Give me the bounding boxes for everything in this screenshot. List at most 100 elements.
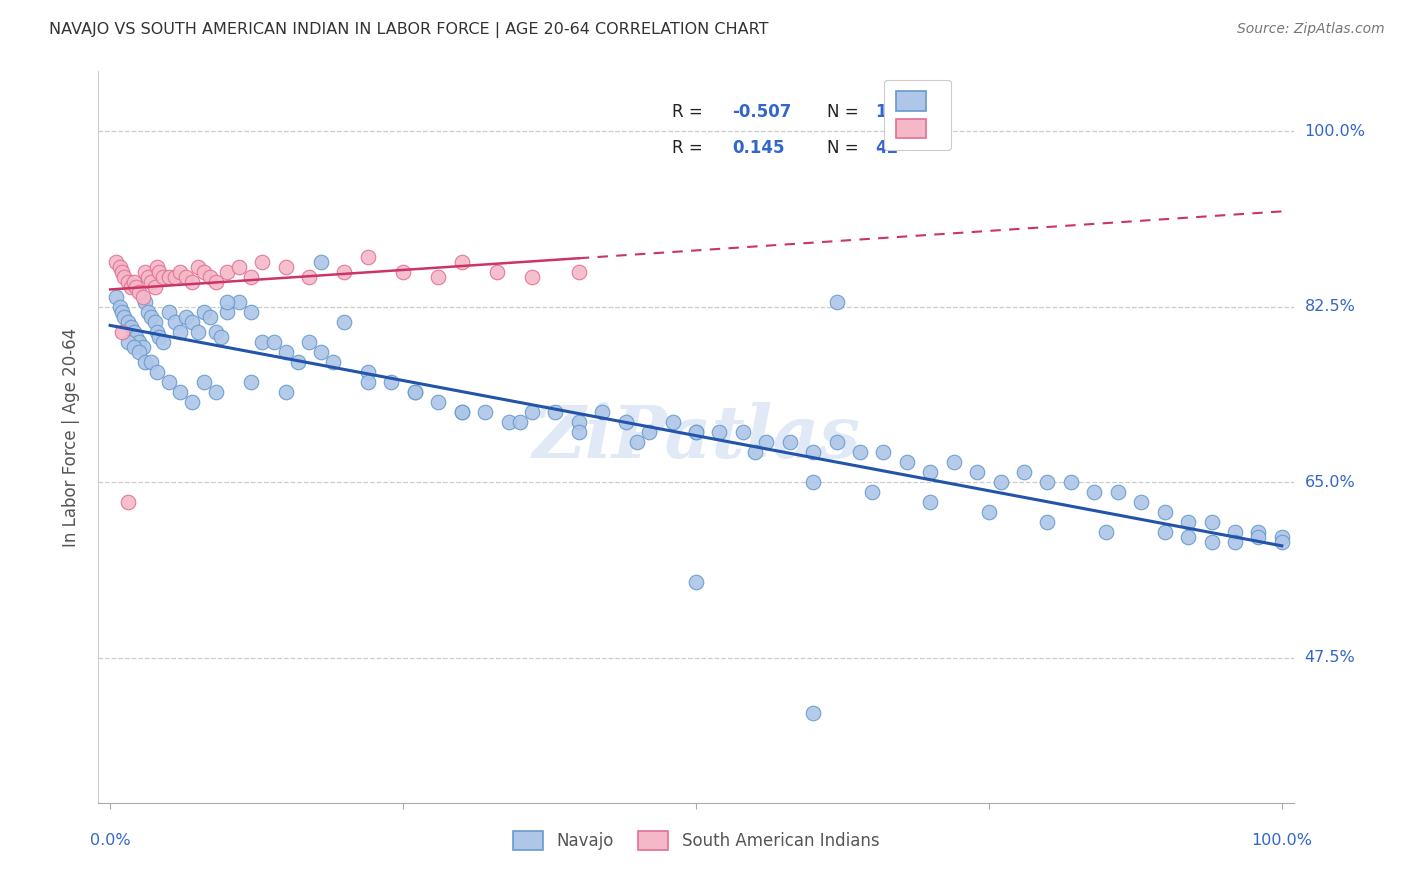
Point [228, 260, 250, 274]
Text: 42: 42 [876, 139, 898, 157]
Point [1247, 530, 1270, 544]
Point [801, 475, 824, 490]
Point [849, 445, 872, 459]
Point [146, 365, 169, 379]
Point [661, 415, 683, 429]
Point [450, 405, 472, 419]
Point [141, 355, 163, 369]
Point [333, 315, 356, 329]
Text: N =: N = [827, 103, 859, 120]
Point [169, 325, 191, 339]
Point [427, 395, 450, 409]
Point [108, 300, 131, 314]
Point [1036, 475, 1059, 490]
Point [163, 315, 186, 329]
Point [1201, 535, 1223, 549]
Point [896, 455, 918, 469]
Point [117, 315, 139, 329]
Text: 116: 116 [876, 103, 910, 120]
Point [136, 269, 159, 284]
Point [141, 275, 163, 289]
Point [148, 330, 170, 344]
Text: -0.507: -0.507 [733, 103, 792, 120]
Text: ZiPatlas: ZiPatlas [531, 401, 860, 473]
Point [485, 265, 508, 279]
Point [204, 275, 226, 289]
Point [509, 415, 531, 429]
Point [217, 305, 239, 319]
Point [117, 495, 139, 509]
Point [136, 305, 159, 319]
Point [825, 435, 848, 450]
Point [108, 260, 131, 274]
Point [1223, 525, 1246, 540]
Point [122, 340, 145, 354]
Point [685, 575, 707, 590]
Point [1036, 515, 1059, 529]
Text: NAVAJO VS SOUTH AMERICAN INDIAN IN LABOR FORCE | AGE 20-64 CORRELATION CHART: NAVAJO VS SOUTH AMERICAN INDIAN IN LABOR… [49, 22, 769, 38]
Point [187, 325, 209, 339]
Point [357, 375, 380, 389]
Point [1223, 535, 1246, 549]
Point [1177, 515, 1199, 529]
Point [685, 425, 707, 439]
Point [112, 310, 135, 324]
Point [322, 355, 344, 369]
Point [1012, 465, 1035, 479]
Point [105, 290, 128, 304]
Point [146, 325, 169, 339]
Point [1130, 495, 1153, 509]
Point [181, 395, 204, 409]
Point [239, 375, 262, 389]
Text: N =: N = [827, 139, 859, 157]
Point [132, 340, 155, 354]
Point [591, 405, 613, 419]
Point [544, 405, 567, 419]
Point [111, 325, 134, 339]
Point [287, 355, 309, 369]
Text: 65.0%: 65.0% [1305, 475, 1355, 490]
Text: 100.0%: 100.0% [1305, 124, 1365, 139]
Point [228, 294, 250, 309]
Point [217, 294, 239, 309]
Point [125, 280, 148, 294]
Point [404, 384, 426, 399]
Point [111, 305, 134, 319]
Point [204, 384, 226, 399]
Point [404, 384, 426, 399]
Point [966, 465, 988, 479]
Point [134, 265, 156, 279]
Point [860, 485, 883, 500]
Point [990, 475, 1012, 490]
Point [568, 265, 591, 279]
Point [169, 265, 191, 279]
Point [152, 334, 174, 349]
Text: 0.0%: 0.0% [90, 833, 131, 848]
Point [872, 445, 894, 459]
Point [122, 275, 145, 289]
Point [217, 265, 239, 279]
Point [120, 280, 142, 294]
Point [143, 280, 166, 294]
Point [1247, 525, 1270, 540]
Point [638, 425, 661, 439]
Point [141, 310, 163, 324]
Point [274, 345, 297, 359]
Point [474, 405, 496, 419]
Point [801, 706, 824, 720]
Point [204, 325, 226, 339]
Point [309, 254, 332, 268]
Point [239, 305, 262, 319]
Point [427, 269, 450, 284]
Point [357, 365, 380, 379]
Point [779, 435, 801, 450]
Point [498, 415, 520, 429]
Point [252, 334, 274, 349]
Y-axis label: In Labor Force | Age 20-64: In Labor Force | Age 20-64 [62, 327, 80, 547]
Point [450, 254, 472, 268]
Text: 100.0%: 100.0% [1251, 833, 1312, 848]
Point [143, 315, 166, 329]
Point [825, 294, 848, 309]
Point [174, 310, 197, 324]
Point [157, 305, 180, 319]
